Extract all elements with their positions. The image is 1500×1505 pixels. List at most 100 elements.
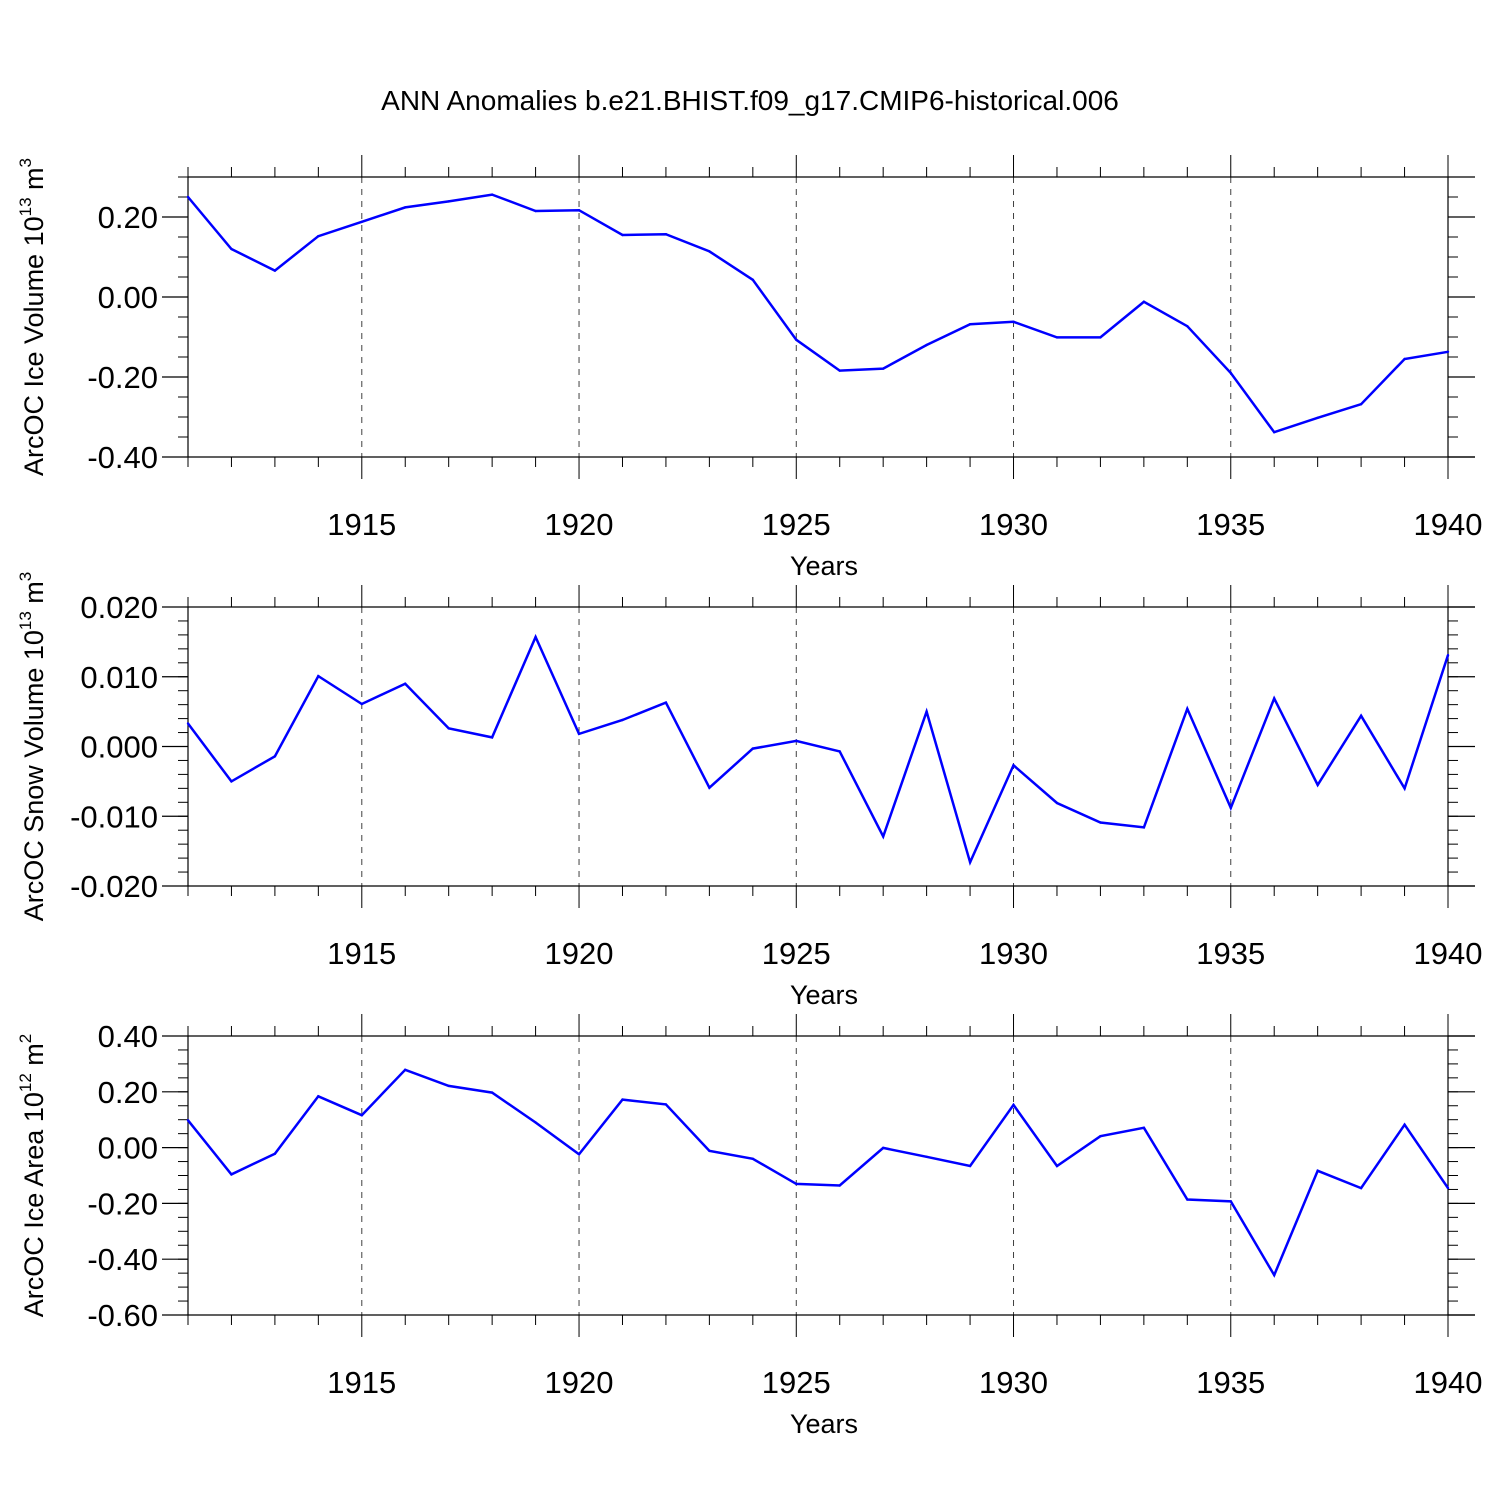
data-point — [1186, 1198, 1189, 1201]
data-point — [317, 235, 320, 238]
data-point — [404, 682, 407, 685]
y-axis-label-unit: m — [19, 167, 49, 197]
data-point — [1316, 1169, 1319, 1173]
y-axis-label-main: ArcOC Ice Area 10 — [19, 1092, 49, 1317]
data-point — [882, 835, 885, 838]
x-tick-label: 1940 — [1414, 1365, 1483, 1400]
data-point — [621, 718, 624, 722]
data-point — [1273, 1273, 1276, 1277]
data-point — [795, 1182, 798, 1186]
x-tick-label: 1935 — [1196, 936, 1265, 971]
x-tick-label: 1930 — [979, 936, 1048, 971]
y-tick-label: -0.020 — [70, 869, 158, 904]
x-tick-label: 1935 — [1196, 507, 1265, 542]
x-tick-label: 1925 — [762, 936, 831, 971]
data-point — [925, 710, 928, 713]
panel-1: -0.40 -0.20 0.00 0.20 1915 1920 1925 1930 1935 19… — [16, 155, 1482, 581]
x-tick-label: 1915 — [327, 507, 396, 542]
y-tick-label: -0.010 — [70, 799, 158, 834]
y-axis-label-exponent: 13 — [16, 611, 35, 630]
data-point — [404, 1068, 407, 1072]
data-point — [1055, 1164, 1059, 1168]
data-point — [968, 323, 972, 326]
data-point — [534, 635, 537, 639]
data-point — [1403, 357, 1406, 361]
data-point — [1446, 350, 1450, 353]
y-tick-label: -0.40 — [87, 440, 158, 475]
data-point — [534, 1121, 537, 1124]
x-tick-label: 1930 — [979, 1365, 1048, 1400]
data-point — [1359, 714, 1363, 717]
x-axis-label: Years — [790, 1409, 858, 1439]
data-point — [751, 1157, 754, 1161]
data-point — [186, 1119, 190, 1122]
data-point — [230, 1173, 233, 1176]
y-tick-label: 0.00 — [98, 1131, 158, 1166]
data-point — [1359, 403, 1363, 406]
data-point — [273, 269, 277, 272]
panel-2: -0.020 -0.010 0.000 0.010 0.020 1915 1920 1925 1… — [16, 572, 1482, 1010]
data-point — [447, 200, 450, 203]
data-point — [708, 1149, 711, 1153]
data-point — [1012, 1103, 1015, 1107]
data-point — [1229, 1200, 1233, 1203]
x-tick-label: 1925 — [762, 1365, 831, 1400]
data-point — [795, 338, 798, 341]
data-point — [1012, 320, 1015, 323]
data-point — [1142, 1126, 1146, 1130]
data-point — [317, 1095, 320, 1098]
y-tick-label: -0.60 — [87, 1298, 158, 1333]
data-point — [1229, 371, 1233, 375]
data-point — [273, 1152, 277, 1155]
data-point — [230, 247, 233, 251]
x-tick-label: 1935 — [1196, 1365, 1265, 1400]
data-point — [1229, 806, 1233, 810]
y-tick-label: -0.20 — [87, 360, 158, 395]
series-line — [187, 193, 1449, 434]
data-point — [664, 701, 668, 704]
figure-title: ANN Anomalies b.e21.BHIST.f09_g17.CMIP6-… — [381, 85, 1119, 116]
y-axis-label-unit-exponent: 3 — [16, 158, 35, 167]
data-point — [838, 1184, 841, 1187]
data-point — [1316, 416, 1319, 419]
data-point — [968, 861, 972, 864]
y-axis-label-exponent: 12 — [16, 1073, 35, 1092]
data-point — [1142, 826, 1146, 829]
data-point — [273, 755, 277, 758]
data-point — [1099, 821, 1102, 824]
y-axis-label-unit-exponent: 3 — [16, 572, 35, 581]
x-tick-label: 1920 — [545, 507, 614, 542]
data-point — [1316, 783, 1319, 787]
data-point — [1099, 1135, 1102, 1138]
data-point — [925, 343, 928, 347]
data-point — [447, 1084, 450, 1088]
data-point — [1186, 325, 1189, 328]
y-tick-label: 0.000 — [80, 730, 158, 765]
data-point — [838, 369, 841, 372]
series-line — [186, 633, 1450, 866]
data-point — [708, 786, 711, 789]
data-point — [621, 233, 624, 237]
y-axis-label: ArcOC Ice Volume 1013 m3 — [16, 158, 49, 476]
x-axis-label: Years — [790, 980, 858, 1010]
data-point — [1359, 1186, 1363, 1190]
data-point — [490, 193, 494, 196]
x-tick-label: 1920 — [545, 936, 614, 971]
y-tick-label: 0.40 — [98, 1019, 158, 1054]
y-tick-label: 0.010 — [80, 660, 158, 695]
data-point — [1403, 787, 1406, 790]
data-point — [708, 250, 711, 253]
data-point — [1403, 1123, 1406, 1126]
y-axis-label-main: ArcOC Ice Volume 10 — [19, 216, 49, 476]
data-point — [1055, 801, 1059, 805]
x-tick-label: 1920 — [545, 1365, 614, 1400]
y-axis-label-exponent: 13 — [16, 197, 35, 216]
x-tick-label: 1940 — [1414, 936, 1483, 971]
data-point — [621, 1098, 624, 1101]
series-line — [187, 1068, 1450, 1278]
data-point — [317, 674, 320, 678]
y-tick-label: 0.20 — [98, 1075, 158, 1110]
data-point — [1012, 764, 1015, 767]
